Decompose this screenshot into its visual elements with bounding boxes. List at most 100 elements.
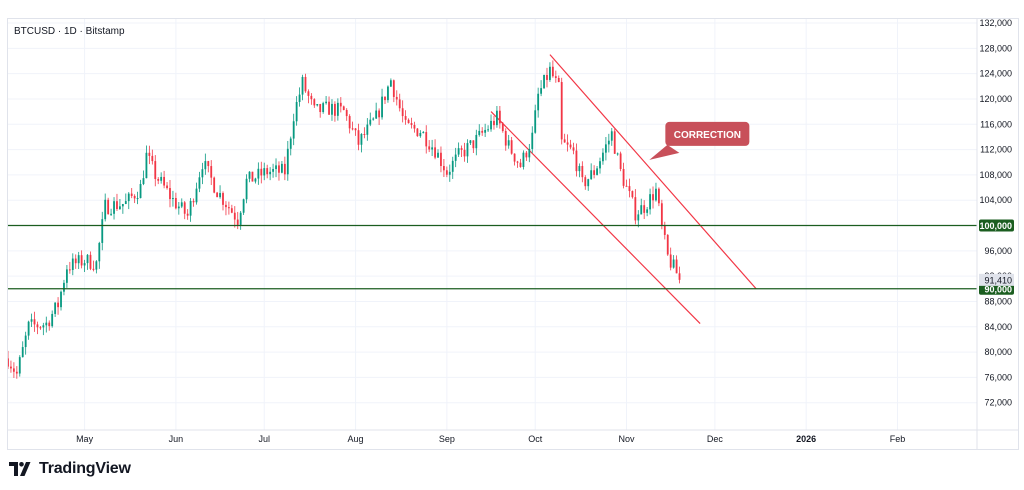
price-chart[interactable]: CORRECTION 72,000 76,000 80,000 84,000 88,00… — [8, 19, 1018, 449]
candle — [263, 162, 266, 181]
level-price-tag — [979, 219, 1014, 232]
candle — [454, 147, 457, 168]
candle — [24, 331, 27, 355]
candle-body — [65, 269, 68, 283]
candle-body — [248, 171, 251, 179]
candle-body — [646, 209, 649, 213]
candle — [537, 87, 540, 118]
candle-body — [560, 82, 563, 140]
candle-body — [419, 132, 422, 137]
horizontal-levels[interactable] — [8, 224, 977, 290]
candle-body — [110, 213, 112, 215]
candle-body — [510, 140, 513, 154]
candle-body — [437, 152, 439, 158]
candle — [15, 366, 18, 379]
candle — [551, 60, 554, 78]
candle — [493, 115, 495, 130]
candle — [357, 123, 360, 151]
candle — [242, 198, 245, 215]
candle — [345, 108, 348, 121]
candle — [331, 99, 333, 121]
candle — [201, 162, 204, 185]
candle-body — [522, 152, 525, 167]
candle — [119, 198, 121, 210]
candle — [230, 204, 233, 214]
candle — [557, 75, 560, 83]
candle-body — [496, 110, 498, 126]
candle — [487, 125, 489, 132]
candle-body — [169, 188, 171, 200]
candle — [602, 148, 604, 165]
candle — [398, 93, 401, 112]
candle-body — [251, 171, 254, 182]
candle-body — [475, 134, 478, 149]
candle-body — [381, 96, 383, 118]
candle-body — [404, 116, 407, 120]
candle — [419, 130, 422, 138]
candle — [366, 118, 369, 141]
candle-body — [546, 74, 548, 80]
candle — [660, 199, 663, 230]
candle — [607, 133, 610, 153]
candle-body — [15, 371, 18, 374]
candle — [169, 179, 171, 208]
candle — [510, 136, 513, 155]
candle — [387, 85, 389, 103]
candle-body — [557, 77, 560, 83]
candle — [163, 170, 166, 189]
candle — [481, 127, 484, 136]
correction-annotation[interactable]: CORRECTION — [649, 121, 750, 160]
candle — [348, 114, 351, 134]
candle — [60, 290, 62, 311]
candle-body — [230, 208, 233, 213]
tradingview-logo[interactable]: TradingView — [9, 460, 131, 478]
candle-body — [484, 129, 487, 133]
candle — [186, 209, 189, 220]
candle-body — [616, 153, 619, 155]
candle — [490, 114, 492, 132]
candle-body — [280, 163, 283, 173]
candle — [30, 313, 33, 327]
candle — [578, 163, 581, 178]
candle — [207, 160, 210, 173]
trend-channel[interactable] — [490, 54, 757, 325]
candle — [172, 190, 174, 207]
candle — [42, 322, 45, 336]
candle-body — [275, 165, 277, 169]
candle-body — [445, 170, 448, 175]
candle-body — [101, 219, 104, 243]
candle — [98, 241, 101, 269]
time-tick-label: Jun — [169, 434, 184, 444]
candle — [434, 139, 436, 160]
price-axis[interactable]: 72,00076,00080,00084,00088,00092,00096,0… — [979, 19, 1012, 408]
chart-frame[interactable]: BTCUSD · 1D · Bitstamp CORRECTION 72,000… — [7, 18, 1019, 450]
candle-body — [198, 177, 201, 189]
candle-body — [48, 322, 51, 327]
symbol-title: BTCUSD · 1D · Bitstamp — [14, 26, 125, 37]
candle — [227, 201, 230, 215]
candle — [381, 88, 383, 120]
candle-body — [130, 193, 133, 196]
candle-body — [142, 178, 145, 185]
candle — [478, 124, 481, 137]
candle-body — [148, 152, 151, 156]
candle-body — [160, 176, 163, 181]
candle-body — [360, 134, 363, 145]
candle — [189, 198, 192, 222]
candle — [124, 193, 127, 205]
candle-body — [157, 179, 160, 181]
candle — [113, 197, 115, 220]
candle — [51, 310, 54, 328]
time-axis[interactable]: May Jun Jul Aug Sep Oct Nov Dec 2026 Feb — [76, 434, 905, 444]
candle-body — [551, 66, 554, 77]
candle — [395, 90, 398, 106]
candle — [378, 108, 381, 126]
candle-body — [30, 319, 33, 322]
candle-body — [204, 161, 207, 170]
candle-body — [222, 193, 224, 205]
candle — [540, 80, 543, 97]
time-tick-label: Sep — [439, 434, 455, 444]
candle-body — [225, 204, 227, 208]
candle-body — [363, 134, 366, 136]
